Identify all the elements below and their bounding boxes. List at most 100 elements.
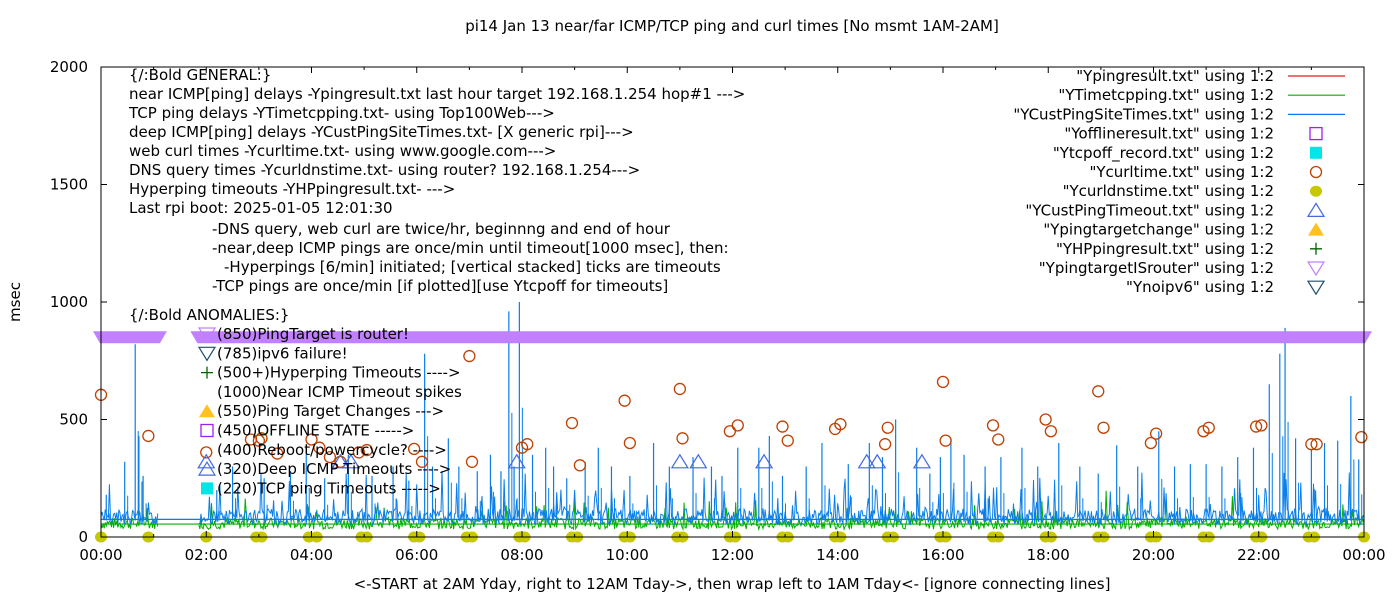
ycurltime-point [1310, 438, 1323, 451]
annotation-anomaly-line: (400)Reboot/powercycle? ----> [217, 441, 447, 459]
x-tick-label: 22:00 [1237, 546, 1280, 564]
annotation-anomaly-line: (550)Ping Target Changes ---> [217, 402, 444, 420]
ycustpingtimeout-point [507, 453, 526, 469]
anomaly-marker-icon [197, 460, 217, 476]
ycurltime-point [878, 438, 892, 451]
annotation-anomaly-line: (450)OFFLINE STATE -----> [217, 422, 414, 440]
legend-marker-icon [1310, 242, 1322, 255]
x-tick-label: 14:00 [816, 546, 859, 564]
annotation-anomalies-title: {/:Bold ANOMALIES:} [129, 306, 289, 324]
legend-marker-icon [1306, 202, 1326, 217]
x-tick-label: 06:00 [395, 546, 438, 564]
ycurltime-point [1249, 420, 1263, 433]
legend-entry-label: "Ycurldnstime.txt" using 1:2 [1063, 182, 1274, 200]
legend-entry-label: "Ycurltime.txt" using 1:2 [1089, 163, 1274, 181]
axes-layer: 0 500 1000 1500 2000 00:00 02:00 04:00 06:00 08:0… [50, 58, 1386, 564]
annotation-note-line: -near,deep ICMP pings are once/min until… [212, 239, 729, 257]
ycurltime-point [573, 459, 587, 472]
ycurltime-point [305, 433, 318, 446]
x-tick-label: 12:00 [711, 546, 754, 564]
annotation-note-line: -DNS query, web curl are twice/hr, begin… [212, 220, 671, 238]
ycurltime-point [1039, 413, 1052, 426]
ycurltime-point [565, 416, 579, 430]
x-axis-label: <-START at 2AM Yday, right to 12AM Tday-… [354, 575, 1111, 593]
ycurltime-point [1144, 436, 1158, 450]
ycurltime-point [881, 421, 894, 434]
y-tick-label: 1500 [50, 176, 88, 194]
ycustpingtimeout-point [868, 453, 887, 469]
x-tick-label: 20:00 [1132, 546, 1175, 564]
chart-title: pi14 Jan 13 near/far ICMP/TCP ping and c… [465, 17, 999, 35]
ycustpingtimeout-point [341, 453, 361, 469]
x-tick-label: 18:00 [1027, 546, 1070, 564]
ycustpingtimeout-point [689, 453, 708, 469]
annotation-general-line: TCP ping delays -YTimetcpping.txt- using… [128, 104, 555, 122]
anomaly-marker-icon [200, 423, 214, 438]
annotation-general-line: deep ICMP[ping] delays -YCustPingSiteTim… [129, 123, 634, 141]
x-tick-label: 10:00 [606, 546, 649, 564]
ycurltime-point [676, 432, 689, 445]
ycurltime-point [1097, 421, 1110, 434]
ycurltime-point [781, 434, 794, 447]
legend-entry-label: "Ytcpoff_record.txt" using 1:2 [1053, 144, 1274, 163]
y-axis-label: msec [6, 282, 24, 322]
legend-entry-label: "YCustPingSiteTimes.txt" using 1:2 [1013, 105, 1274, 123]
anomaly-marker-icon [197, 327, 217, 343]
annotation-note-line: -Hyperpings [6/min] initiated; [vertical… [224, 258, 721, 276]
ycurltime-point [731, 419, 744, 432]
legend-entry-label: "YpingtargetISrouter" using 1:2 [1039, 259, 1274, 277]
ycustpingtimeout-point [197, 453, 216, 469]
legend-entry-label: "Ypingresult.txt" using 1:2 [1076, 67, 1274, 85]
ycurltime-point [465, 455, 479, 468]
ycurltime-point [618, 394, 631, 407]
ycurltime-point [313, 441, 326, 454]
legend-entry-label: "Yofflineresult.txt" using 1:2 [1064, 125, 1274, 143]
anomaly-marker-icon [197, 346, 217, 362]
y-tick-label: 0 [78, 528, 88, 546]
ycurltime-point [936, 375, 950, 389]
ycurltime-point [834, 418, 847, 431]
y-tick-label: 500 [59, 411, 88, 429]
ping-target-router-band [93, 331, 167, 344]
ycurltime-point [776, 420, 789, 433]
y-tick-label: 1000 [50, 293, 88, 311]
ycurltime-point [1092, 385, 1105, 398]
ycurltime-point [463, 349, 476, 363]
ycurltime-point [415, 455, 429, 468]
annotation-general-line: {/:Bold GENERAL:} [129, 66, 271, 84]
legend-marker-icon [1309, 126, 1323, 141]
ycurltime-point [1149, 427, 1163, 440]
annotation-general-line: DNS query times -Ycurldnstime.txt- using… [129, 161, 640, 179]
legend-marker-icon [1310, 185, 1322, 197]
ycurltime-point [271, 447, 284, 460]
annotation-general-line: web curl times -Ycurltime.txt- using www… [129, 142, 556, 160]
legend-entry-label: "Ynoipv6" using 1:2 [1126, 278, 1274, 296]
annotations: {/:Bold GENERAL:}near ICMP[ping] delays … [128, 66, 745, 497]
plot-layer [93, 302, 1373, 543]
ycurltime-point [200, 446, 213, 459]
ycustpingtimeout-point [755, 453, 774, 469]
ycurltime-point [323, 450, 337, 464]
annotation-anomaly-line: (1000)Near ICMP Timeout spikes [217, 383, 462, 401]
legend-entry-label: "Ypingtargetchange" using 1:2 [1043, 221, 1274, 239]
ycurltime-point [1202, 421, 1215, 434]
ping-target-router-band [190, 331, 1373, 344]
legend: "Ypingresult.txt" using 1:2"YTimetcpping… [1013, 67, 1345, 296]
ycurltime-point [1255, 419, 1268, 432]
annotation-general-line: near ICMP[ping] delays -Ypingresult.txt … [129, 85, 745, 103]
annotation-anomaly-line: (785)ipv6 failure! [217, 344, 348, 362]
ycurltime-point [255, 432, 268, 445]
x-tick-label: 08:00 [500, 546, 543, 564]
ycustpingtimeout-point [912, 453, 932, 469]
ycurltime-point [521, 438, 534, 451]
annotation-anomaly-line: (850)PingTarget is router! [217, 325, 409, 343]
legend-entry-label: "YHPpingresult.txt" using 1:2 [1056, 240, 1274, 258]
annotation-anomaly-line: (500+)Hyperping Timeouts ----> [217, 364, 461, 382]
legend-marker-icon [1310, 146, 1322, 159]
ycurltime-point [939, 434, 952, 447]
y-tick-label: 2000 [50, 58, 88, 76]
x-tick-label: 00:00 [79, 546, 122, 564]
annotation-general-line: Last rpi boot: 2025-01-05 12:01:30 [129, 199, 393, 217]
ycurltime-point [673, 382, 687, 396]
